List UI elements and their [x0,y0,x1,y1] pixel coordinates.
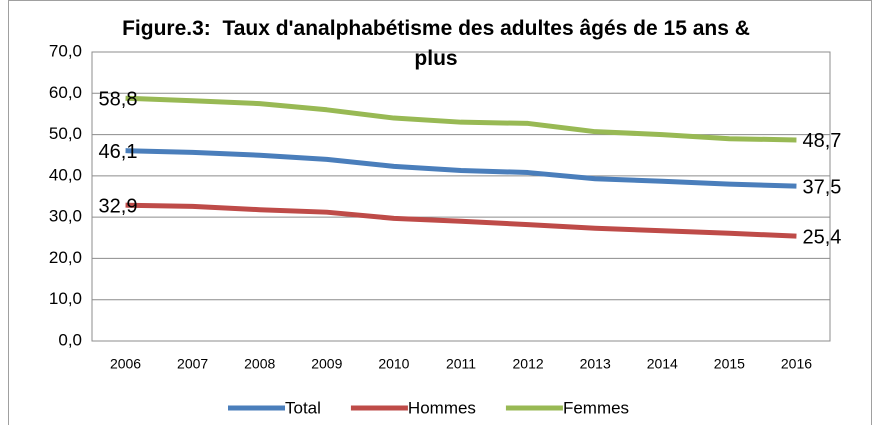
data-label: 46,1 [99,141,138,163]
x-tick-label: 2010 [378,356,409,372]
legend-label: Total [285,398,321,417]
x-tick-label: 2015 [714,356,745,372]
y-tick-label: 50,0 [49,124,82,143]
line-series [125,95,797,143]
data-label: 48,7 [802,130,841,152]
x-tick-label: 2008 [244,356,275,372]
x-tick-label: 2014 [647,356,678,372]
data-label: 37,5 [802,176,841,198]
x-tick-label: 2012 [513,356,544,372]
legend-label: Femmes [563,398,629,417]
y-tick-label: 20,0 [49,248,82,267]
x-tick-label: 2011 [446,356,476,372]
x-tick-label: 2016 [781,356,812,372]
y-tick-label: 70,0 [49,41,82,60]
x-tick-label: 2013 [580,356,611,372]
data-label: 58,8 [99,89,138,111]
line-series [125,148,797,189]
line-series [125,202,797,239]
y-tick-label: 0,0 [58,330,82,349]
y-tick-label: 60,0 [49,83,82,102]
chart-title: Figure.3: Taux d'analphabétisme des adul… [122,17,756,70]
y-tick-label: 10,0 [49,289,82,308]
x-tick-label: 2006 [110,356,141,372]
y-tick-label: 30,0 [49,207,82,226]
data-label: 32,9 [99,195,138,217]
x-tick-label: 2007 [177,356,208,372]
y-tick-label: 40,0 [49,165,82,184]
legend-label: Hommes [408,398,476,417]
plot-border [91,51,831,342]
data-label: 25,4 [802,226,841,248]
x-tick-label: 2009 [311,356,342,372]
